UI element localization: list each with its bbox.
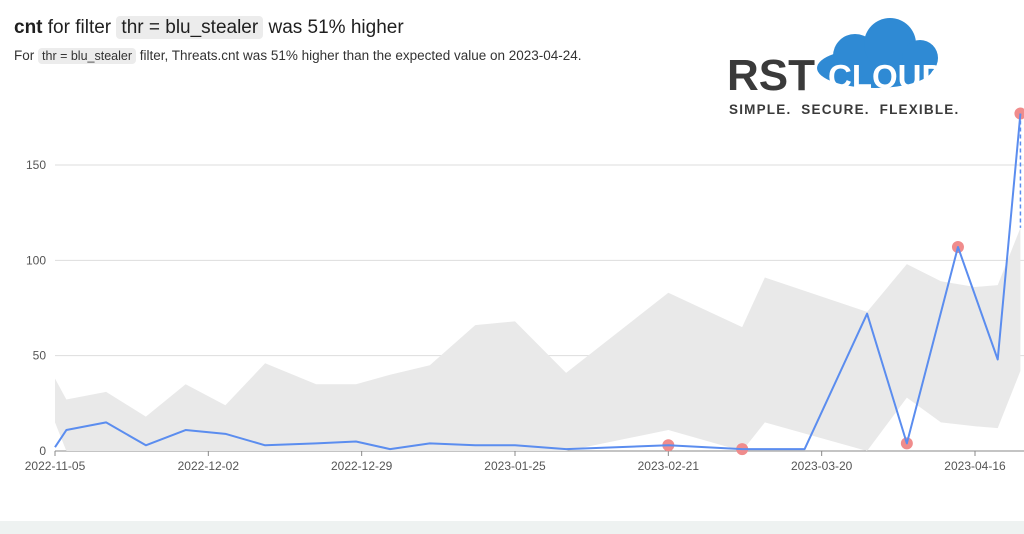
x-tick-label: 2023-01-25	[484, 459, 546, 473]
x-tick-label: 2023-03-20	[791, 459, 853, 473]
logo-word-rst: RST	[727, 51, 815, 100]
x-tick-label: 2023-04-16	[944, 459, 1006, 473]
data-point	[474, 444, 476, 446]
anomaly-point	[1014, 107, 1024, 120]
x-tick-label: 2022-12-29	[331, 459, 393, 473]
y-tick-label: 150	[26, 158, 46, 172]
data-point	[355, 440, 357, 442]
data-point	[866, 313, 868, 315]
x-tick-label: 2023-02-21	[638, 459, 700, 473]
chart-subtitle: For thr = blu_stealer filter, Threats.cn…	[14, 48, 582, 64]
subtitle-filter-chip: thr = blu_stealer	[38, 48, 136, 64]
data-point	[185, 429, 187, 431]
data-point	[389, 448, 391, 450]
title-pre: for filter	[47, 17, 112, 38]
title-metric: cnt	[14, 17, 43, 38]
data-point	[264, 444, 266, 446]
x-tick-label: 2022-11-05	[25, 459, 86, 473]
expected-range-band	[55, 227, 1021, 451]
y-tick-label: 0	[39, 444, 46, 458]
title-filter-chip: thr = blu_stealer	[116, 16, 264, 39]
y-tick-label: 50	[33, 349, 47, 363]
y-tick-label: 100	[26, 253, 46, 267]
data-point	[145, 444, 147, 446]
logo-tagline: SIMPLE. SECURE. FLEXIBLE.	[729, 102, 959, 117]
data-point	[65, 429, 67, 431]
title-post: was 51% higher	[268, 17, 404, 38]
logo-word-cloud: CLOUD	[828, 58, 945, 95]
data-point	[741, 448, 743, 450]
series-line	[54, 113, 1022, 451]
data-point	[429, 442, 431, 444]
data-point	[514, 444, 516, 446]
data-point	[565, 448, 567, 450]
data-point	[315, 442, 317, 444]
footer-band	[0, 521, 1024, 534]
subtitle-pre: For	[14, 48, 35, 63]
cloud-shape	[817, 18, 938, 88]
data-point	[906, 442, 908, 444]
data-point	[54, 446, 56, 448]
data-point	[957, 246, 959, 248]
data-point	[804, 448, 806, 450]
data-point	[224, 433, 226, 435]
data-point	[667, 444, 669, 446]
subtitle-post: filter, Threats.cnt was 51% higher than …	[139, 48, 582, 63]
chart-title: cnt for filter thr = blu_stealer was 51%…	[14, 16, 404, 39]
data-point	[1019, 113, 1021, 115]
x-tick-label: 2022-12-02	[178, 459, 240, 473]
rst-cloud-logo: RST CLOUD SIMPLE. SECURE. FLEXIBLE.	[727, 18, 959, 117]
data-point	[105, 421, 107, 423]
data-point	[997, 358, 999, 360]
